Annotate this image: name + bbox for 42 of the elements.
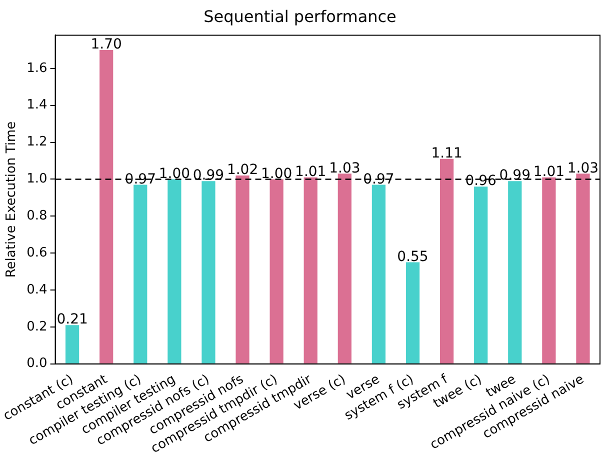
data-label: 1.03 (329, 160, 360, 176)
bar (406, 262, 420, 364)
data-label: 0.99 (499, 168, 530, 184)
y-tick-label: 0.4 (26, 282, 48, 298)
data-label: 1.70 (90, 36, 122, 53)
data-label: 1.03 (567, 160, 599, 176)
bar (100, 50, 114, 364)
y-tick-label: 0.6 (26, 245, 48, 260)
bar (474, 186, 488, 364)
bar (372, 184, 386, 364)
y-tick-label: 1.0 (26, 172, 48, 187)
data-label: 1.01 (533, 164, 565, 180)
data-label: 1.11 (431, 146, 462, 162)
data-label: 1.02 (226, 162, 258, 178)
bar (202, 181, 216, 364)
bar (270, 179, 284, 364)
y-tick-label: 1.2 (26, 134, 48, 150)
y-tick-label: 1.6 (26, 60, 48, 76)
data-label: 1.01 (295, 164, 326, 180)
y-axis-title: Relative Execution Time (4, 121, 20, 278)
bar (338, 174, 352, 364)
bar (236, 176, 250, 364)
bar (304, 177, 318, 364)
y-tick-label: 0.0 (26, 356, 48, 372)
bar (168, 179, 182, 364)
bar (508, 181, 522, 364)
bar (542, 177, 556, 364)
bar (440, 158, 454, 364)
bar (576, 174, 590, 364)
y-tick-label: 0.8 (26, 208, 48, 224)
bar (134, 184, 148, 364)
bar (65, 325, 80, 364)
data-label: 1.00 (260, 166, 292, 182)
y-tick-label: 0.2 (26, 319, 48, 334)
y-tick-label: 1.4 (26, 98, 48, 113)
data-label: 1.00 (158, 166, 190, 182)
data-label: 0.97 (124, 171, 156, 188)
chart-title: Sequential performance (204, 6, 396, 26)
data-label: 0.21 (56, 312, 88, 328)
data-label: 0.97 (363, 171, 394, 188)
data-label: 0.96 (465, 173, 497, 190)
data-label: 0.55 (397, 248, 428, 265)
